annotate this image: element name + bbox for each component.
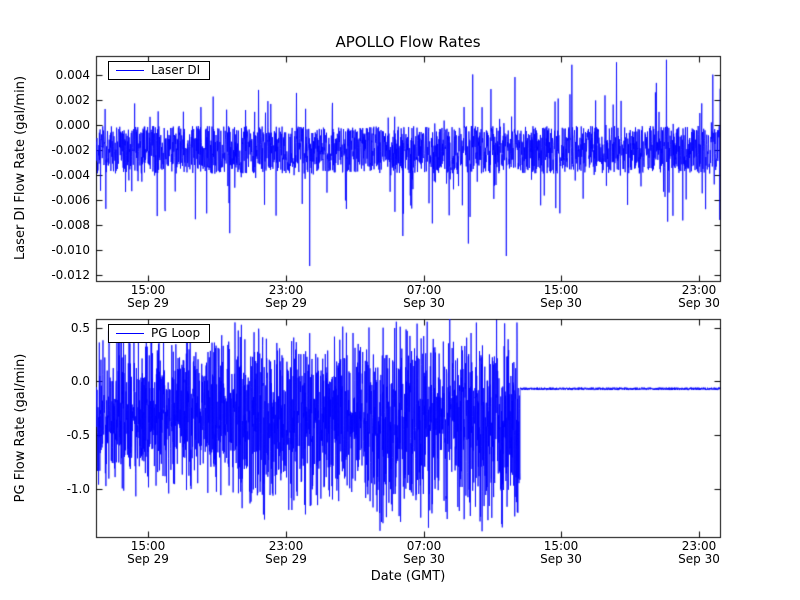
ytick-label: 0.0 [70, 374, 90, 388]
xtick-time: 23:00 [681, 539, 717, 553]
xtick-label: 23:00 Sep 30 [654, 284, 744, 310]
xtick-label: 23:00 Sep 29 [241, 540, 331, 566]
legend-label: Laser DI [151, 63, 201, 77]
x-axis-label: Date (GMT) [370, 569, 446, 584]
xtick-time: 07:00 [406, 539, 442, 553]
xtick-date: Sep 30 [540, 552, 582, 566]
xtick-label: 23:00 Sep 30 [654, 540, 744, 566]
ytick-label: -0.006 [51, 193, 90, 207]
xtick-date: Sep 29 [265, 296, 307, 310]
ytick-label: -0.010 [51, 243, 90, 257]
xtick-label: 23:00 Sep 29 [241, 284, 331, 310]
chart-title: APOLLO Flow Rates [335, 33, 481, 51]
ytick-label: -0.002 [51, 143, 90, 157]
xtick-label: 15:00 Sep 29 [103, 540, 193, 566]
ytick-label: -0.004 [51, 168, 90, 182]
ytick-label: 0.5 [70, 321, 90, 335]
xtick-date: Sep 30 [678, 552, 720, 566]
xtick-time: 23:00 [268, 283, 304, 297]
ytick-label: 0.002 [55, 93, 90, 107]
xtick-date: Sep 30 [403, 552, 445, 566]
xtick-date: Sep 29 [265, 552, 307, 566]
xtick-date: Sep 30 [678, 296, 720, 310]
xtick-time: 07:00 [406, 283, 442, 297]
legend-line-swatch [116, 70, 144, 71]
ytick-label: -0.5 [66, 428, 90, 442]
xtick-label: 15:00 Sep 29 [103, 284, 193, 310]
xtick-time: 15:00 [543, 539, 579, 553]
legend-line-swatch [116, 333, 144, 334]
ytick-label: -0.012 [51, 268, 90, 282]
xtick-date: Sep 29 [127, 552, 169, 566]
xtick-date: Sep 30 [403, 296, 445, 310]
legend-pg-loop: PG Loop [108, 324, 211, 343]
xtick-time: 23:00 [681, 283, 717, 297]
xtick-time: 23:00 [268, 539, 304, 553]
legend-label: PG Loop [151, 326, 201, 340]
xtick-date: Sep 30 [540, 296, 582, 310]
xtick-label: 07:00 Sep 30 [379, 540, 469, 566]
xtick-time: 15:00 [543, 283, 579, 297]
xtick-time: 15:00 [130, 283, 166, 297]
xtick-label: 15:00 Sep 30 [516, 540, 606, 566]
ytick-label: -1.0 [66, 482, 90, 496]
xtick-label: 07:00 Sep 30 [379, 284, 469, 310]
xtick-time: 15:00 [130, 539, 166, 553]
xtick-label: 15:00 Sep 30 [516, 284, 606, 310]
xtick-date: Sep 29 [127, 296, 169, 310]
ytick-label: 0.000 [55, 118, 90, 132]
ytick-label: -0.008 [51, 218, 90, 232]
ytick-label: 0.004 [55, 68, 90, 82]
legend-laser-di: Laser DI [108, 61, 211, 80]
